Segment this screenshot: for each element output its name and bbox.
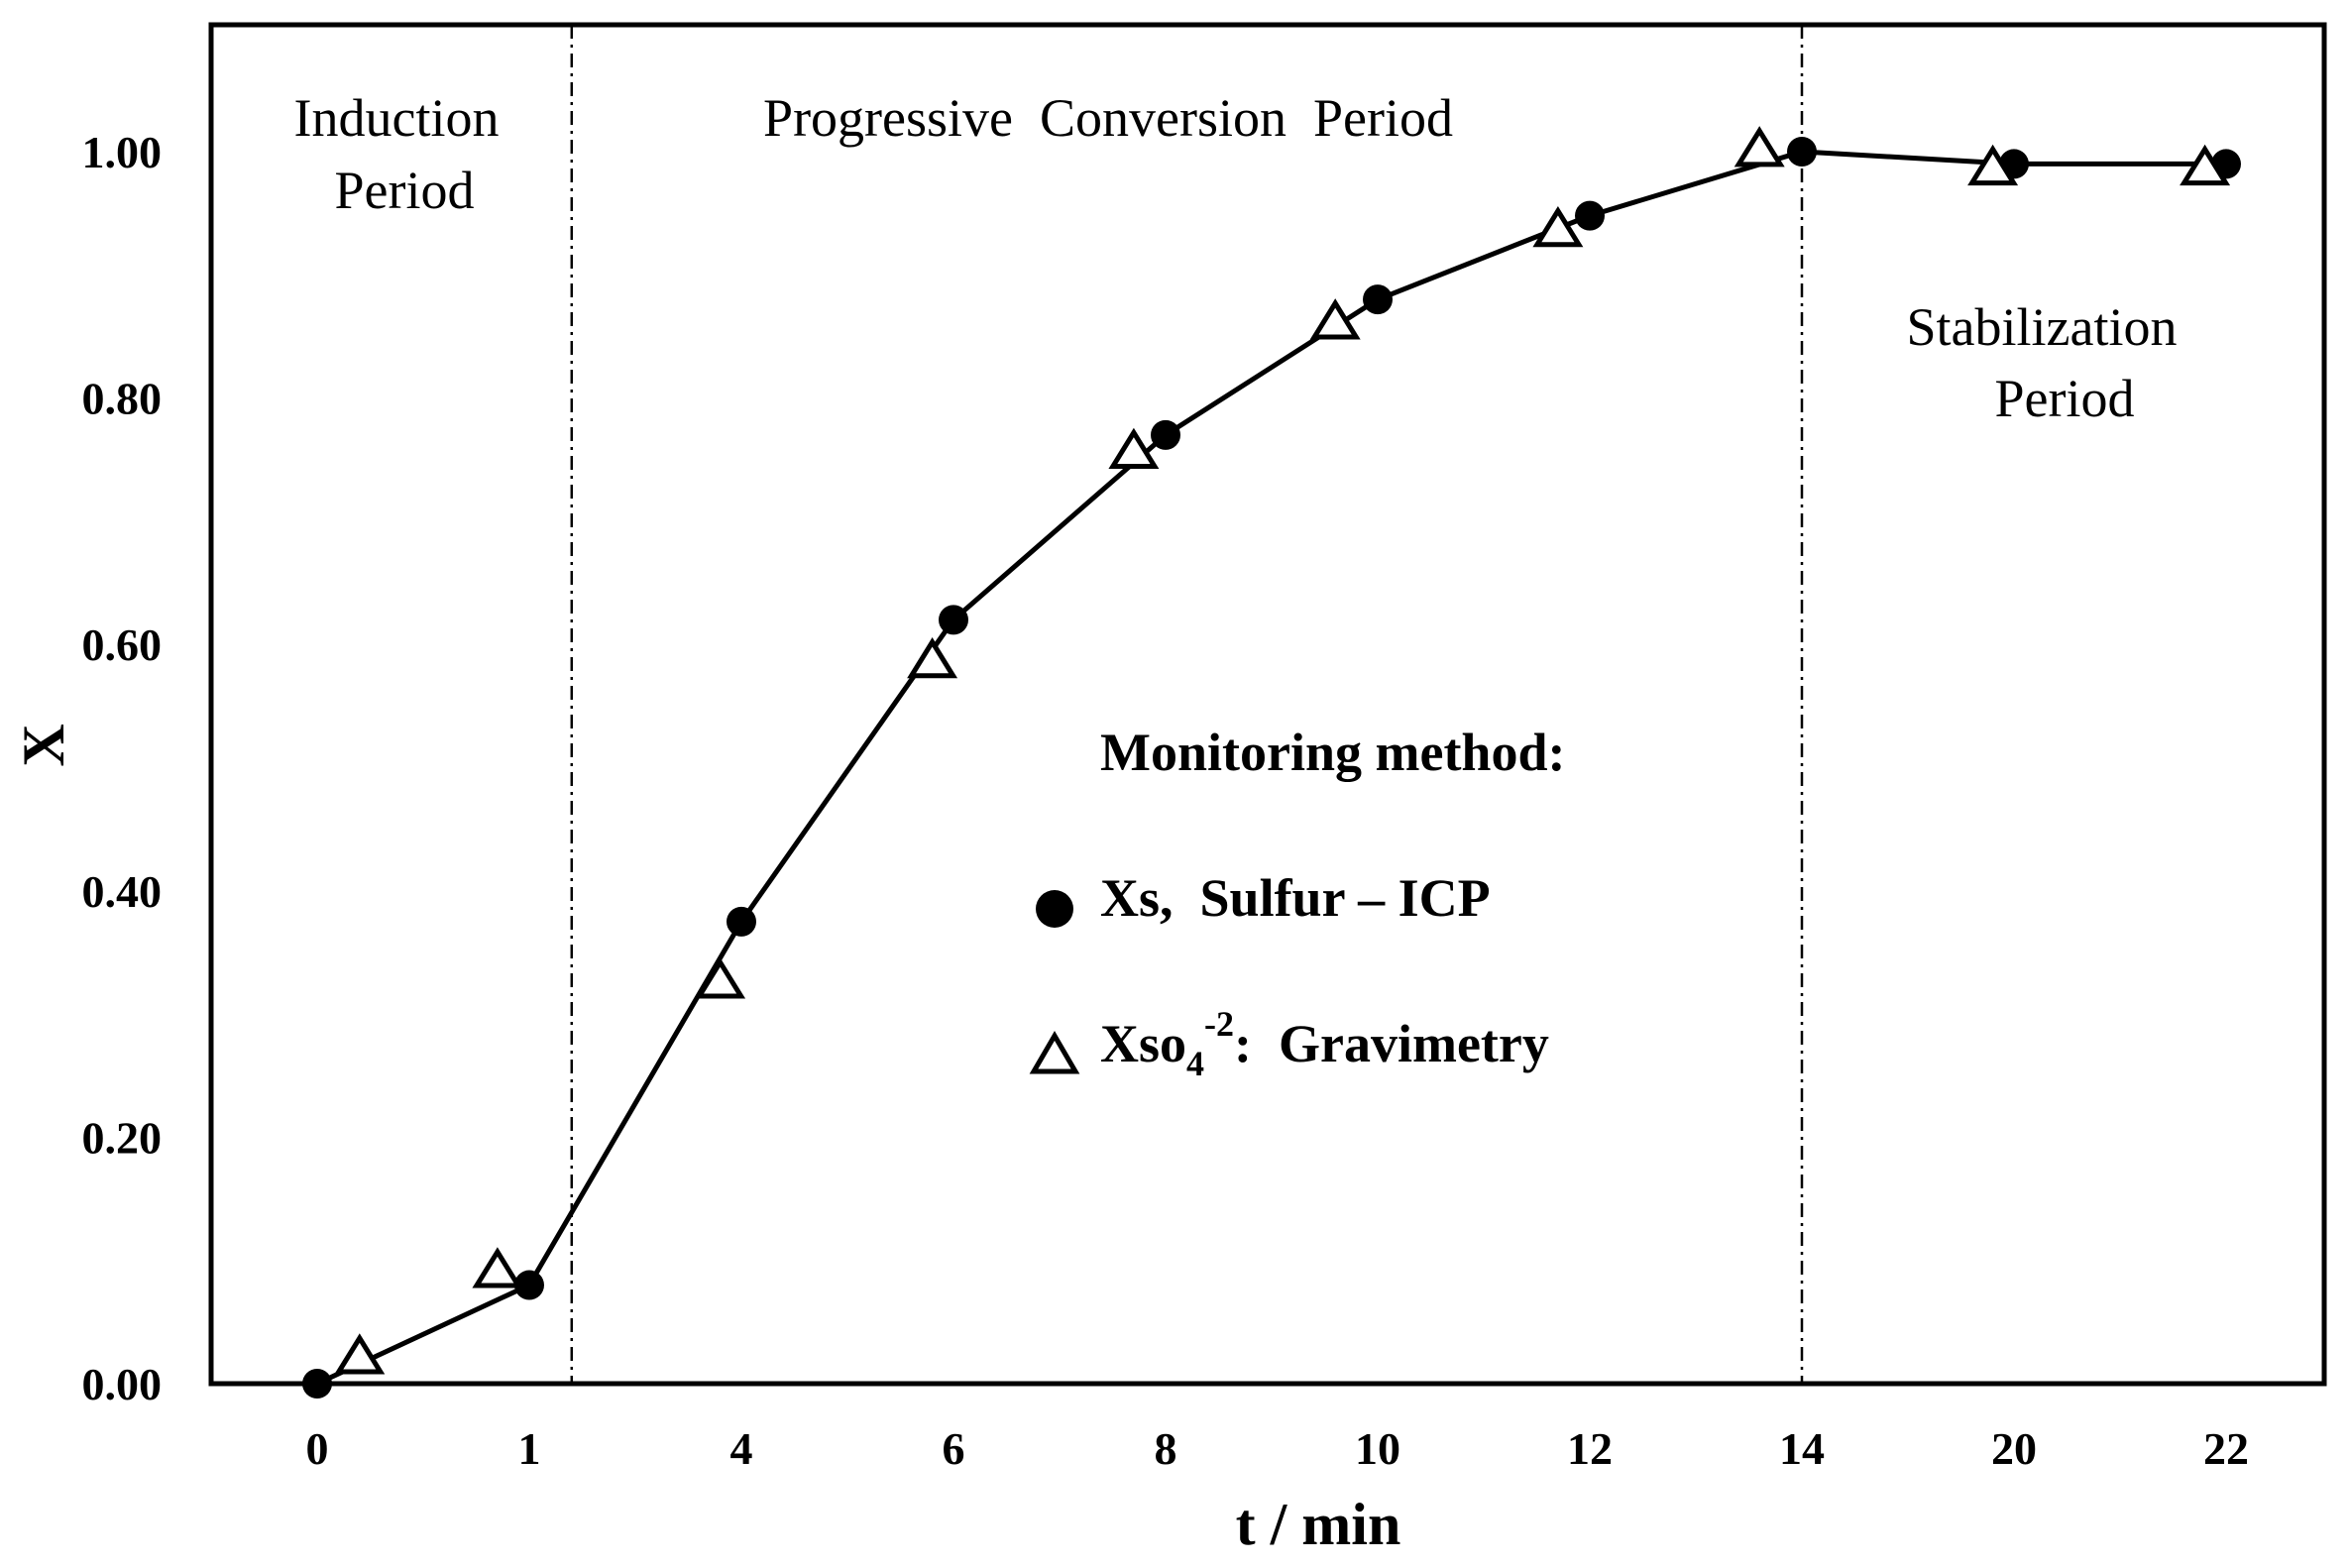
period-dividers: [570, 25, 1804, 1384]
axes-layer: [208, 22, 2327, 1387]
stabilization-label-line1: Stabilization: [1907, 297, 2178, 357]
point-triangle-0: [334, 1333, 386, 1375]
x-tick-label-0: 0: [306, 1423, 329, 1474]
x-tick-label-1: 1: [518, 1423, 541, 1474]
legend-triangle-marker: [1029, 1031, 1080, 1074]
y-tick-labels: 0.00 0.20 0.40 0.60 0.80 1.00: [82, 127, 163, 1409]
series-gravimetry: [334, 126, 2231, 1375]
x-tick-label-6: 6: [943, 1423, 965, 1474]
y-tick-label-0.40: 0.40: [82, 866, 163, 917]
x-tick-label-22: 22: [2203, 1423, 2249, 1474]
point-triangle-7: [1734, 126, 1785, 168]
point-triangle-3: [907, 637, 958, 679]
point-circle-6: [1575, 200, 1605, 231]
legend-gravimetry-sub: 4: [1186, 1044, 1204, 1083]
point-circle-4: [1151, 419, 1180, 450]
point-triangle-1: [472, 1247, 523, 1288]
x-tick-labels: 0 1 4 6 8 10 12 14 20 22: [306, 1423, 2250, 1474]
induction-label-line2: Period: [335, 161, 475, 220]
legend-item-icp: Xs, Sulfur – ICP: [1100, 868, 1491, 928]
point-circle-7: [1787, 137, 1817, 167]
point-circle-5: [1363, 284, 1393, 315]
point-triangle-2: [695, 957, 746, 999]
point-triangle-5: [1309, 298, 1361, 340]
plot-frame: [208, 22, 2327, 1387]
point-triangle-8: [1967, 144, 2019, 186]
legend: Monitoring method: Xs, Sulfur – ICP Xso4…: [1029, 723, 1565, 1083]
point-triangle-9: [2180, 144, 2231, 186]
y-tick-label-0.00: 0.00: [82, 1359, 163, 1409]
x-tick-label-20: 20: [1991, 1423, 2037, 1474]
legend-gravimetry-tail: : Gravimetry: [1234, 1014, 1549, 1073]
y-tick-label-0.20: 0.20: [82, 1112, 163, 1163]
point-circle-1: [514, 1270, 544, 1300]
point-circle-2: [727, 906, 756, 937]
legend-circle-marker: [1036, 890, 1073, 928]
legend-item-gravimetry: Xso4-2: Gravimetry: [1100, 1004, 1549, 1083]
y-tick-label-1.00: 1.00: [82, 127, 163, 177]
x-tick-label-14: 14: [1779, 1423, 1825, 1474]
data-series: [302, 126, 2241, 1399]
x-tick-label-8: 8: [1155, 1423, 1177, 1474]
x-axis-label: t / min: [1236, 1492, 1401, 1557]
induction-label-line1: Induction: [294, 88, 500, 148]
x-tick-label-4: 4: [730, 1423, 753, 1474]
x-tick-label-12: 12: [1567, 1423, 1613, 1474]
point-triangle-6: [1532, 205, 1584, 248]
y-tick-label-0.80: 0.80: [82, 374, 163, 424]
point-circle-0: [302, 1369, 332, 1399]
point-triangle-4: [1108, 427, 1160, 469]
progressive-period-label: Progressive Conversion Period: [763, 88, 1453, 148]
y-axis-label: X: [11, 724, 76, 766]
series-sulfur-icp: [302, 137, 2241, 1399]
legend-gravimetry-main: Xso: [1100, 1014, 1186, 1073]
legend-gravimetry-sup: -2: [1204, 1004, 1234, 1044]
series-line-sulfur-icp: [315, 149, 2226, 1387]
y-tick-label-0.60: 0.60: [82, 619, 163, 670]
point-circle-3: [939, 605, 968, 635]
stabilization-label-line2: Period: [1995, 369, 2135, 428]
x-tick-label-10: 10: [1355, 1423, 1400, 1474]
legend-title: Monitoring method:: [1100, 723, 1565, 782]
